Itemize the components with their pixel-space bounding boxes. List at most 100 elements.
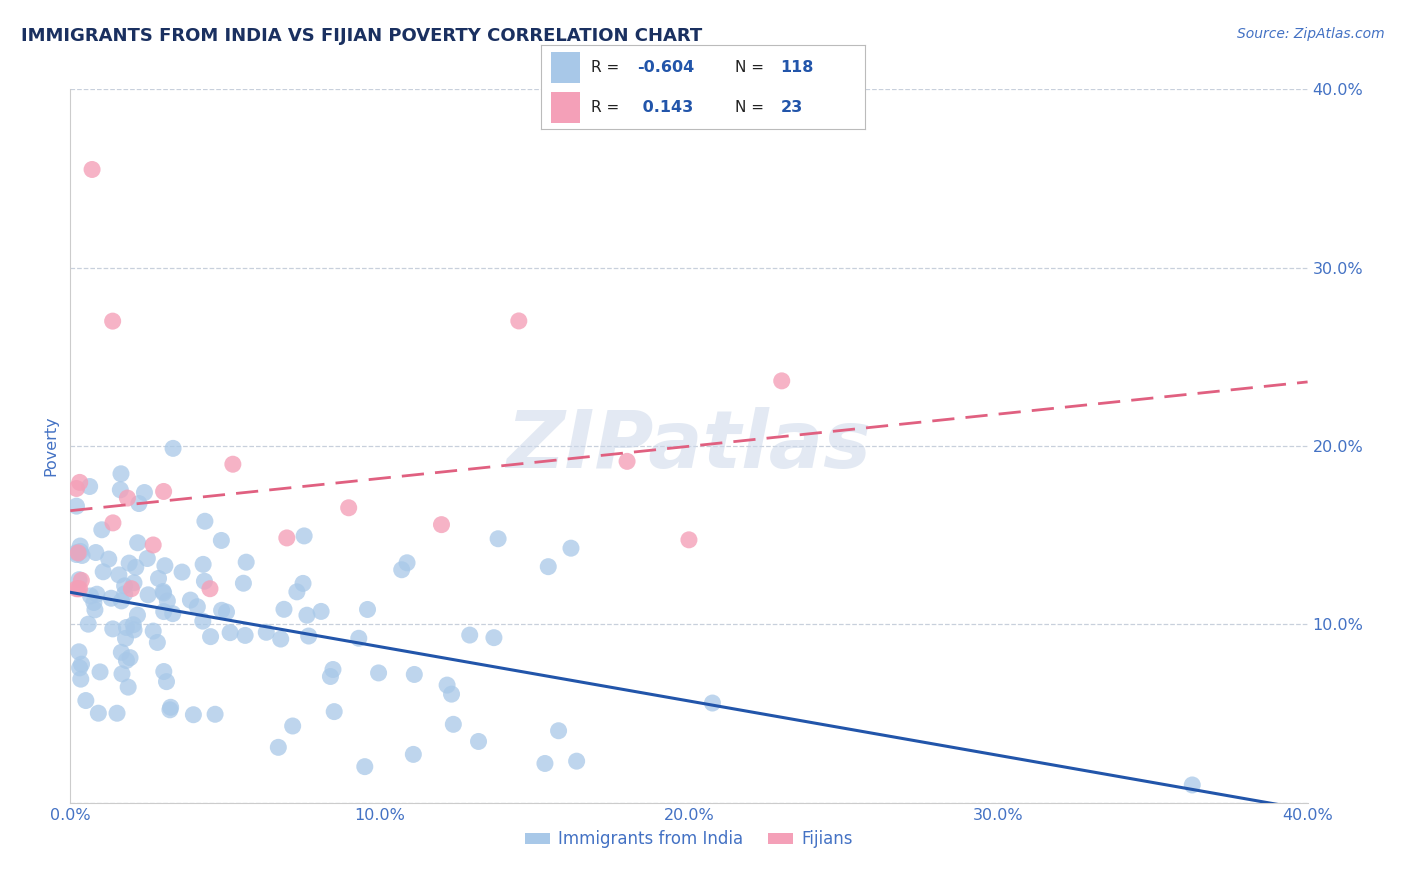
Point	[117, 680, 139, 694]
Point	[232, 576, 254, 591]
Point	[193, 574, 215, 589]
Point	[79, 479, 101, 493]
Point	[191, 614, 214, 628]
Point	[153, 558, 176, 573]
Point	[458, 628, 481, 642]
Text: IMMIGRANTS FROM INDIA VS FIJIAN POVERTY CORRELATION CHART: IMMIGRANTS FROM INDIA VS FIJIAN POVERTY …	[21, 27, 703, 45]
Point	[152, 605, 174, 619]
Point	[105, 706, 128, 721]
Point	[222, 457, 245, 471]
Point	[127, 608, 149, 623]
Text: 118: 118	[780, 60, 814, 75]
Point	[1181, 778, 1204, 792]
Text: 0.143: 0.143	[637, 100, 693, 115]
Point	[122, 575, 145, 590]
Point	[482, 631, 505, 645]
Point	[65, 482, 87, 496]
Point	[616, 454, 638, 468]
Point	[565, 754, 588, 768]
Point	[128, 497, 150, 511]
Point	[152, 586, 174, 600]
Point	[547, 723, 569, 738]
Point	[170, 565, 193, 579]
Point	[120, 582, 142, 596]
Point	[367, 665, 389, 680]
Point	[90, 523, 112, 537]
Point	[281, 719, 304, 733]
Point	[110, 467, 132, 481]
Point	[391, 563, 413, 577]
Point	[402, 747, 425, 762]
Point	[292, 576, 315, 591]
Point	[537, 559, 560, 574]
Point	[534, 756, 557, 771]
Point	[115, 654, 138, 668]
Point	[200, 630, 222, 644]
Point	[146, 635, 169, 649]
Point	[353, 759, 375, 773]
Point	[770, 374, 793, 388]
Point	[87, 706, 110, 721]
Point	[309, 604, 332, 618]
Point	[295, 608, 318, 623]
Point	[100, 591, 122, 606]
Point	[404, 667, 426, 681]
Point	[110, 594, 132, 608]
Point	[298, 629, 321, 643]
Point	[77, 617, 100, 632]
Point	[183, 707, 205, 722]
Point	[702, 696, 724, 710]
Text: ZIPatlas: ZIPatlas	[506, 407, 872, 485]
Point	[69, 539, 91, 553]
Point	[156, 594, 179, 608]
Point	[84, 545, 107, 559]
Point	[162, 607, 184, 621]
Point	[134, 485, 156, 500]
Point	[219, 625, 242, 640]
Point	[267, 740, 290, 755]
Text: -0.604: -0.604	[637, 60, 695, 75]
Point	[211, 603, 233, 617]
Point	[122, 617, 145, 632]
Text: N =: N =	[735, 100, 765, 115]
FancyBboxPatch shape	[551, 92, 581, 122]
Text: R =: R =	[592, 60, 620, 75]
Point	[508, 314, 530, 328]
Point	[101, 314, 124, 328]
Point	[84, 603, 107, 617]
Point	[273, 602, 295, 616]
Point	[80, 162, 103, 177]
Point	[114, 579, 136, 593]
Point	[560, 541, 582, 556]
Point	[118, 650, 141, 665]
Point	[254, 625, 277, 640]
Point	[125, 560, 148, 574]
Legend: Immigrants from India, Fijians: Immigrants from India, Fijians	[519, 824, 859, 855]
Point	[136, 551, 159, 566]
Point	[69, 672, 91, 686]
Point	[65, 499, 87, 513]
Point	[108, 568, 131, 582]
Point	[110, 645, 132, 659]
Text: 23: 23	[780, 100, 803, 115]
Point	[118, 556, 141, 570]
Text: R =: R =	[592, 100, 620, 115]
Point	[111, 666, 134, 681]
Point	[486, 532, 509, 546]
Point	[70, 657, 93, 672]
Point	[152, 665, 174, 679]
FancyBboxPatch shape	[551, 53, 581, 83]
Point	[136, 588, 159, 602]
Point	[70, 574, 93, 588]
Point	[117, 491, 139, 505]
Point	[70, 549, 93, 563]
Point	[152, 584, 174, 599]
Point	[678, 533, 700, 547]
Point	[179, 593, 201, 607]
Point	[65, 582, 87, 596]
Point	[323, 705, 346, 719]
Point	[152, 484, 174, 499]
Point	[430, 517, 453, 532]
Point	[142, 538, 165, 552]
Point	[155, 674, 177, 689]
